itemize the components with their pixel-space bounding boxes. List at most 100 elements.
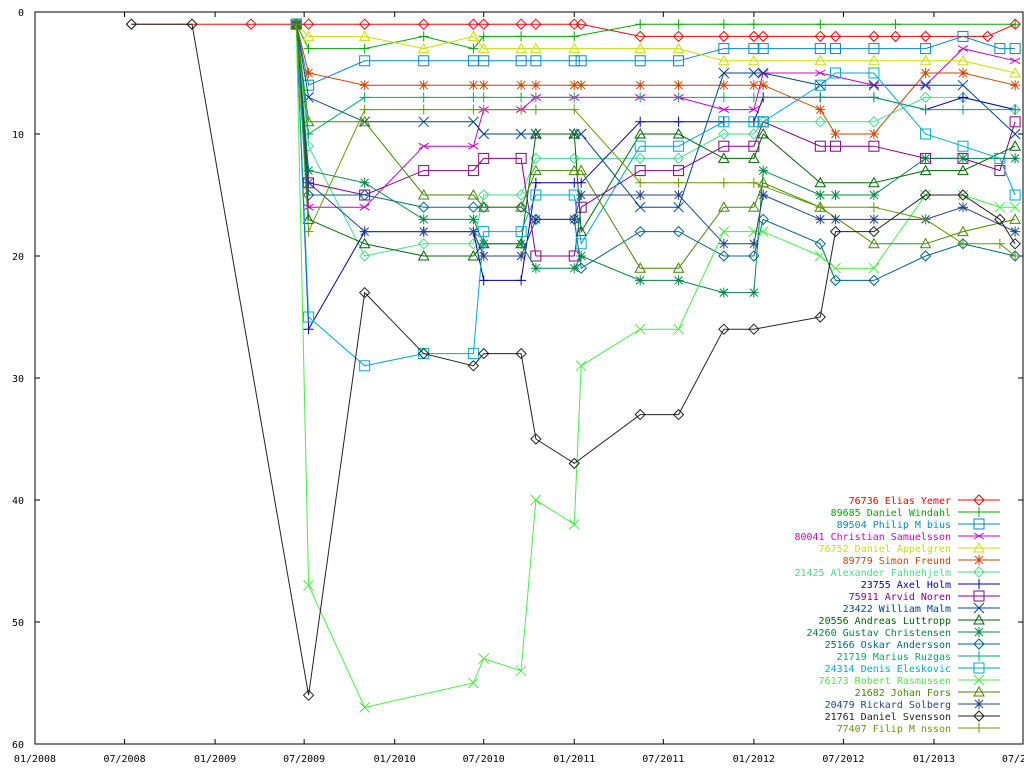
- data-point-plus: [468, 104, 479, 115]
- data-point-triangle: [814, 54, 827, 66]
- data-point-diamond: [478, 347, 490, 360]
- data-point-square: [920, 128, 932, 140]
- data-point-plus: [359, 104, 370, 115]
- data-point-square: [530, 189, 542, 201]
- legend-entry: 89685 Daniel Windahl: [831, 507, 1000, 519]
- data-point-x: [994, 201, 1006, 213]
- data-point-plus: [748, 92, 759, 103]
- data-point-star: [1010, 153, 1021, 164]
- data-point-star: [478, 238, 489, 249]
- data-point-triangle: [957, 164, 969, 176]
- data-point-triangle: [717, 54, 730, 66]
- series-5: [291, 19, 1021, 139]
- data-point-diamond: [125, 18, 138, 30]
- data-point-plus: [478, 92, 489, 103]
- series-line: [295, 24, 1016, 208]
- data-point-star: [303, 165, 314, 176]
- data-point-plus: [957, 92, 968, 103]
- data-point-star: [815, 214, 826, 225]
- data-point-star: [569, 263, 580, 274]
- legend-entry: 21425 Alexander Fahnehjelm: [794, 566, 1000, 579]
- data-point-star: [576, 190, 587, 200]
- data-point-triangle: [515, 201, 527, 212]
- data-point-x: [303, 580, 314, 591]
- data-point-triangle: [358, 115, 371, 127]
- data-point-plus: [673, 177, 684, 188]
- data-point-triangle: [568, 42, 581, 54]
- data-point-diamond: [302, 689, 315, 701]
- data-point-star: [359, 80, 370, 91]
- data-point-diamond: [672, 152, 685, 165]
- data-point-diamond: [515, 347, 527, 360]
- data-point-square: [634, 140, 646, 152]
- legend-label: 76736 Elias Yemer: [849, 496, 951, 507]
- y-tick-label: 0: [18, 8, 24, 19]
- data-point-triangle: [919, 54, 932, 66]
- data-point-diamond: [634, 152, 646, 165]
- data-point-square: [515, 152, 527, 164]
- data-point-plus: [635, 19, 646, 30]
- data-point-triangle: [717, 201, 730, 212]
- y-tick-label: 60: [12, 740, 24, 751]
- data-point-square: [957, 30, 969, 42]
- data-point-star: [516, 251, 527, 261]
- data-point-star: [957, 153, 968, 164]
- data-point-diamond: [358, 18, 371, 30]
- data-point-star: [418, 226, 429, 237]
- data-point-diamond: [530, 18, 542, 30]
- legend-entry: 76173 Robert Rasmussen: [819, 674, 1000, 687]
- data-point-diamond: [515, 201, 527, 213]
- data-point-x: [568, 519, 580, 530]
- data-point-plus: [569, 31, 580, 42]
- data-point-x: [530, 494, 542, 506]
- legend-label: 20556 Andreas Luttropp: [819, 616, 951, 627]
- data-point-triangle: [575, 164, 588, 176]
- data-point-x: [515, 128, 527, 140]
- data-point-x: [1009, 128, 1021, 140]
- data-point-star: [516, 80, 527, 91]
- x-tick-label: 07/2013: [1002, 754, 1024, 765]
- data-point-plus: [868, 92, 879, 103]
- data-point-x: [757, 67, 769, 79]
- data-point-triangle: [757, 176, 770, 188]
- legend-entry: 76736 Elias Yemer: [849, 494, 1000, 507]
- data-point-diamond: [973, 494, 985, 506]
- data-point-plus: [957, 238, 968, 249]
- series-0: [125, 18, 1021, 43]
- data-point-star: [920, 153, 931, 164]
- data-point-star: [758, 190, 769, 200]
- data-point-square: [673, 165, 685, 177]
- data-point-diamond: [748, 323, 760, 335]
- legend-entry: 20479 Rickard Solberg: [825, 699, 1000, 711]
- data-point-plus: [569, 92, 580, 103]
- data-point-x: [718, 67, 730, 79]
- data-point-star: [673, 190, 684, 200]
- data-point-star: [957, 68, 968, 78]
- data-point-diamond: [568, 152, 580, 165]
- series-19: [291, 19, 1021, 261]
- data-point-plus: [478, 104, 489, 115]
- data-point-plus: [1010, 251, 1021, 261]
- data-point-diamond: [919, 250, 932, 262]
- data-point-triangle: [814, 176, 827, 188]
- data-point-diamond: [868, 274, 880, 287]
- data-point-cross: [359, 203, 370, 211]
- data-point-diamond: [467, 360, 480, 372]
- data-point-plus: [815, 202, 826, 213]
- y-tick-label: 30: [12, 374, 24, 385]
- data-point-x: [920, 79, 931, 91]
- data-point-x: [634, 323, 646, 335]
- data-point-plus: [974, 507, 984, 517]
- data-point-plus: [635, 177, 646, 188]
- data-point-plus: [569, 104, 580, 115]
- x-tick-label: 07/2011: [642, 754, 684, 765]
- data-point-plus: [673, 92, 684, 103]
- data-point-diamond: [973, 566, 985, 578]
- series-10: [290, 18, 1021, 261]
- series-13: [291, 19, 1021, 139]
- data-point-triangle: [302, 115, 315, 127]
- x-tick-label: 01/2008: [14, 754, 56, 765]
- legend-label: 20479 Rickard Solberg: [825, 700, 951, 711]
- series-line: [295, 24, 1016, 86]
- data-point-square: [957, 140, 969, 152]
